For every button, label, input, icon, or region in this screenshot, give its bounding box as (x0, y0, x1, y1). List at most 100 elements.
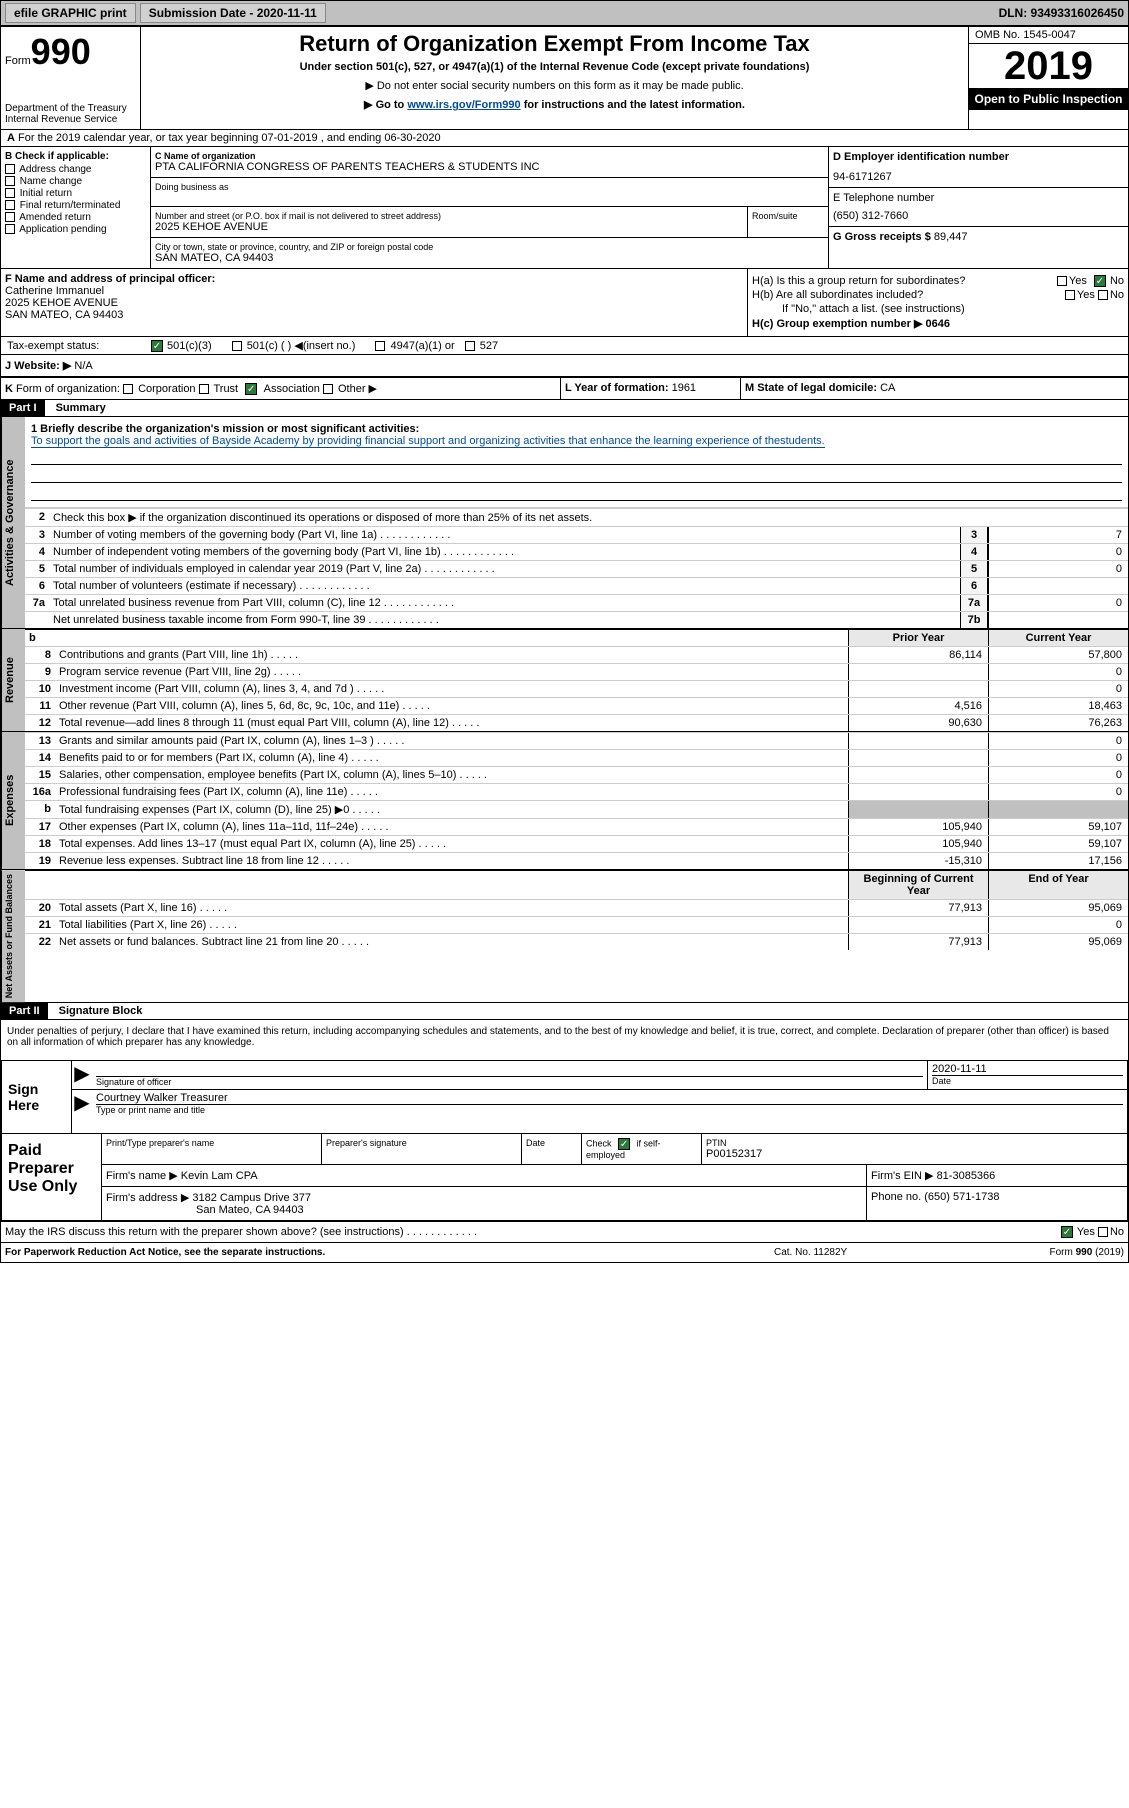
cat-no: Cat. No. 11282Y (774, 1247, 974, 1258)
checkbox[interactable] (5, 188, 15, 198)
line1-label: 1 Briefly describe the organization's mi… (31, 423, 419, 435)
checkbox[interactable] (5, 164, 15, 174)
prior-year-header: Prior Year (848, 630, 988, 646)
city-state-zip: SAN MATEO, CA 94403 (155, 252, 824, 264)
blank-line (31, 487, 1122, 501)
form-note2: ▶ Go to www.irs.gov/Form990 for instruct… (145, 98, 964, 111)
gross-receipts-box: G Gross receipts $ 89,447 (829, 227, 1128, 247)
form-prefix: Form (5, 55, 31, 67)
form-number: Form990 (5, 31, 136, 73)
discuss-yes-checkbox[interactable]: ✓ (1061, 1226, 1073, 1238)
open-to-public: Open to Public Inspection (969, 88, 1128, 110)
ptin-label: PTIN (706, 1138, 1123, 1148)
column-d-e-g: D Employer identification number 94-6171… (828, 147, 1128, 268)
section-fgh: F Name and address of principal officer:… (1, 269, 1128, 337)
gross-label: G Gross receipts $ (833, 231, 934, 243)
line-item: 8Contributions and grants (Part VIII, li… (25, 646, 1128, 663)
checkbox-line: Name change (5, 176, 146, 187)
signature-declaration: Under penalties of perjury, I declare th… (1, 1020, 1128, 1054)
part2-title: Signature Block (59, 1005, 143, 1017)
checkbox-line: Initial return (5, 188, 146, 199)
501c3-checkbox[interactable]: ✓ (151, 340, 163, 352)
sign-here-label: Sign Here (2, 1061, 72, 1133)
ha-yes-checkbox[interactable] (1057, 276, 1067, 286)
form-990-number: 990 (31, 31, 91, 72)
tel-label: E Telephone number (833, 192, 1124, 204)
blank-line (31, 451, 1122, 465)
checkbox-line: Application pending (5, 224, 146, 235)
summary-revenue: Revenue b Prior Year Current Year 8Contr… (1, 628, 1128, 731)
hb-no-checkbox[interactable] (1098, 290, 1108, 300)
side-label-revenue: Revenue (1, 629, 25, 731)
column-f-officer: F Name and address of principal officer:… (1, 269, 748, 336)
summary-net-assets: Net Assets or Fund Balances Beginning of… (1, 869, 1128, 1002)
hb-line: H(b) Are all subordinates included? Yes … (752, 289, 1124, 301)
row-a-tax-period: A For the 2019 calendar year, or tax yea… (1, 130, 1128, 147)
org-name: PTA CALIFORNIA CONGRESS OF PARENTS TEACH… (155, 161, 824, 173)
ptin-value: P00152317 (706, 1148, 1123, 1160)
org-name-box: C Name of organization PTA CALIFORNIA CO… (151, 147, 828, 178)
sig-date-value: 2020-11-11 (932, 1063, 1123, 1076)
form-subtitle: Under section 501(c), 527, or 4947(a)(1)… (145, 61, 964, 73)
corp-checkbox[interactable] (123, 384, 133, 394)
assoc-checkbox[interactable]: ✓ (245, 383, 257, 395)
row-l-year: L Year of formation: 1961 (561, 378, 741, 399)
discuss-no-checkbox[interactable] (1098, 1227, 1108, 1237)
line-item: 20Total assets (Part X, line 16) 77,9139… (25, 899, 1128, 916)
ha-no-checkbox[interactable]: ✓ (1094, 275, 1106, 287)
527-checkbox[interactable] (465, 341, 475, 351)
tax-year: 2019 (969, 44, 1128, 88)
form-page-label: Form 990 (2019) (974, 1247, 1124, 1258)
4947-checkbox[interactable] (375, 341, 385, 351)
submission-date-button[interactable]: Submission Date - 2020-11-11 (140, 3, 326, 23)
officer-typed-name: Courtney Walker Treasurer (96, 1092, 1123, 1105)
part1-title: Summary (56, 402, 106, 414)
501c-checkbox[interactable] (232, 341, 242, 351)
checkbox[interactable] (5, 176, 15, 186)
checkbox[interactable] (5, 200, 15, 210)
sign-arrow-icon: ▶ (72, 1061, 92, 1089)
address-row: Number and street (or P.O. box if mail i… (151, 207, 828, 238)
type-name-row: ▶ Courtney Walker Treasurer Type or prin… (72, 1090, 1127, 1117)
dln-label: DLN: 93493316026450 (999, 6, 1124, 20)
ein-label: D Employer identification number (833, 151, 1124, 163)
checkbox[interactable] (5, 224, 15, 234)
efile-button[interactable]: efile GRAPHIC print (5, 3, 136, 23)
part1-header-row: Part I Summary (1, 400, 1128, 417)
line-item: 15Salaries, other compensation, employee… (25, 766, 1128, 783)
part2-badge: Part II (1, 1003, 48, 1019)
sign-here-table: Sign Here ▶ Signature of officer 2020-11… (1, 1060, 1128, 1134)
checkbox[interactable] (5, 212, 15, 222)
room-suite-box: Room/suite (748, 207, 828, 237)
city-box: City or town, state or province, country… (151, 238, 828, 268)
self-employed-checkbox[interactable]: ✓ (618, 1138, 630, 1150)
line-item: 10Investment income (Part VIII, column (… (25, 680, 1128, 697)
type-label: Type or print name and title (96, 1105, 1123, 1115)
ein-box: D Employer identification number 94-6171… (829, 147, 1128, 188)
officer-name: Catherine Immanuel (5, 285, 743, 297)
date-label: Date (932, 1076, 1123, 1086)
city-label: City or town, state or province, country… (155, 242, 824, 252)
row-j-website: J Website: ▶ N/A (1, 355, 1128, 378)
line-item: 14Benefits paid to or for members (Part … (25, 749, 1128, 766)
form-note1: ▶ Do not enter social security numbers o… (145, 79, 964, 92)
line-item: Net unrelated business taxable income fr… (25, 611, 1128, 628)
trust-checkbox[interactable] (199, 384, 209, 394)
line-item: 17Other expenses (Part IX, column (A), l… (25, 818, 1128, 835)
header-title-column: Return of Organization Exempt From Incom… (141, 27, 968, 129)
line-item: 13Grants and similar amounts paid (Part … (25, 732, 1128, 749)
irs-link[interactable]: www.irs.gov/Form990 (407, 99, 520, 111)
gross-value: 89,447 (934, 231, 968, 243)
side-label-governance: Activities & Governance (1, 417, 25, 628)
firm-name-row: Firm's name ▶ Kevin Lam CPA Firm's EIN ▶… (102, 1165, 1127, 1187)
other-checkbox[interactable] (323, 384, 333, 394)
hb-yes-checkbox[interactable] (1065, 290, 1075, 300)
name-label: C Name of organization (155, 151, 824, 161)
column-h-group: H(a) Is this a group return for subordin… (748, 269, 1128, 336)
firm-phone: (650) 571-1738 (924, 1191, 999, 1203)
form-header: Form990 Department of the Treasury Inter… (1, 27, 1128, 130)
line-item: 18Total expenses. Add lines 13–17 (must … (25, 835, 1128, 852)
room-label: Room/suite (752, 211, 824, 221)
preparer-name-row: Print/Type preparer's name Preparer's si… (102, 1134, 1127, 1165)
prep-sig-label: Preparer's signature (326, 1138, 517, 1148)
